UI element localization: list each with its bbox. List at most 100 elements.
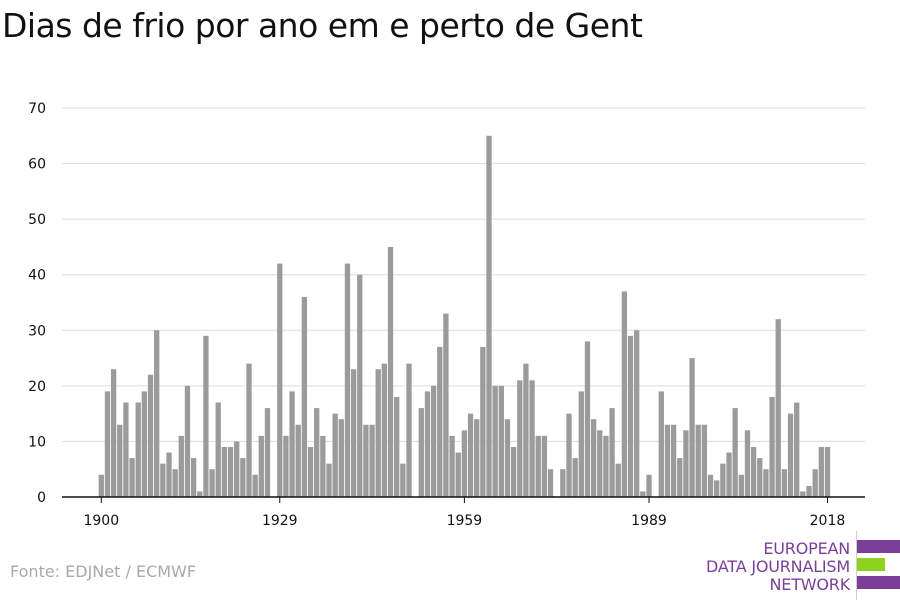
bar bbox=[394, 396, 400, 497]
bar bbox=[123, 402, 129, 497]
source-note: Fonte: EDJNet / ECMWF bbox=[10, 562, 197, 581]
bar bbox=[197, 491, 203, 497]
bar bbox=[640, 491, 646, 497]
bar bbox=[437, 346, 443, 497]
bar bbox=[720, 463, 726, 497]
bar bbox=[621, 291, 628, 497]
bar bbox=[707, 474, 714, 497]
bar bbox=[732, 408, 738, 497]
bar bbox=[744, 430, 751, 497]
bar bbox=[566, 413, 572, 497]
bar bbox=[443, 313, 449, 497]
bar bbox=[646, 474, 652, 497]
y-tick-label: 0 bbox=[37, 490, 46, 506]
bar bbox=[572, 458, 578, 497]
bar bbox=[480, 346, 486, 497]
bar bbox=[418, 408, 424, 497]
x-tick-label: 1929 bbox=[262, 513, 298, 529]
y-tick-label: 70 bbox=[28, 101, 46, 117]
bar bbox=[763, 469, 769, 497]
y-tick-label: 40 bbox=[28, 268, 46, 284]
bar bbox=[461, 430, 468, 497]
bar bbox=[283, 435, 289, 497]
bar bbox=[664, 424, 671, 497]
bar bbox=[400, 463, 406, 497]
bar bbox=[590, 419, 597, 497]
bar bbox=[154, 330, 160, 497]
bar bbox=[615, 463, 621, 497]
bar bbox=[634, 330, 640, 497]
gridlines bbox=[62, 107, 865, 442]
bar bbox=[307, 446, 314, 497]
bar bbox=[824, 446, 831, 497]
bar bbox=[794, 402, 800, 497]
bar bbox=[670, 424, 677, 497]
x-tick-label: 1959 bbox=[447, 513, 483, 529]
bar bbox=[535, 435, 541, 497]
bar bbox=[104, 391, 111, 497]
bar bbox=[486, 135, 492, 498]
bar bbox=[510, 446, 517, 497]
bar bbox=[252, 474, 258, 497]
bar bbox=[357, 274, 363, 497]
bar bbox=[757, 458, 763, 497]
bar bbox=[314, 408, 320, 497]
edjnet-logo: EUROPEAN DATA JOURNALISM NETWORK bbox=[700, 531, 900, 600]
bar bbox=[166, 452, 172, 497]
bar bbox=[474, 419, 480, 497]
x-tick-label: 2018 bbox=[810, 513, 846, 529]
logo-line-3: NETWORK bbox=[769, 575, 851, 594]
y-tick-label: 20 bbox=[28, 379, 46, 395]
bar bbox=[714, 480, 720, 497]
bar bbox=[578, 391, 584, 497]
bar bbox=[110, 369, 117, 497]
bar bbox=[701, 424, 708, 497]
bar bbox=[597, 430, 603, 497]
bar bbox=[695, 424, 701, 497]
bar bbox=[387, 246, 394, 497]
bar bbox=[203, 335, 209, 497]
bar bbox=[781, 469, 788, 497]
y-axis-ticks: 0 10 20 30 40 50 60 70 bbox=[28, 101, 46, 506]
bar bbox=[769, 396, 775, 497]
bar bbox=[467, 413, 474, 497]
bar bbox=[301, 296, 308, 497]
logo-bar-middle bbox=[857, 558, 885, 571]
bar bbox=[246, 363, 252, 497]
bar bbox=[498, 385, 504, 497]
bar bbox=[135, 402, 141, 497]
bar bbox=[264, 408, 271, 497]
bar bbox=[289, 391, 295, 497]
bar bbox=[375, 369, 381, 497]
logo-line-1: EUROPEAN bbox=[763, 539, 850, 558]
bar bbox=[806, 485, 812, 497]
bar bbox=[812, 469, 818, 497]
bar bbox=[295, 424, 301, 497]
bar bbox=[160, 463, 166, 497]
bar bbox=[603, 435, 609, 497]
bar bbox=[320, 435, 326, 497]
bar bbox=[529, 380, 535, 497]
bar bbox=[338, 419, 344, 497]
bar bbox=[234, 441, 240, 497]
bar bbox=[658, 391, 664, 497]
bar bbox=[277, 263, 283, 497]
x-axis-ticks: 1900 1929 1959 1989 2018 bbox=[83, 497, 845, 529]
bar bbox=[449, 435, 455, 497]
chart-title: Dias de frio por ano em e perto de Gent bbox=[2, 6, 643, 45]
bar bbox=[455, 452, 461, 497]
bar bbox=[98, 474, 104, 497]
y-tick-label: 10 bbox=[28, 434, 46, 450]
bar bbox=[517, 380, 523, 497]
x-tick-label: 1989 bbox=[631, 513, 667, 529]
bar bbox=[147, 374, 154, 497]
bar bbox=[738, 474, 744, 497]
bar bbox=[190, 458, 197, 497]
bar bbox=[689, 358, 695, 497]
bar bbox=[492, 385, 498, 497]
bar bbox=[332, 413, 338, 497]
bar bbox=[609, 408, 615, 497]
bar bbox=[221, 446, 228, 497]
bar bbox=[350, 369, 357, 497]
bar bbox=[677, 458, 683, 497]
